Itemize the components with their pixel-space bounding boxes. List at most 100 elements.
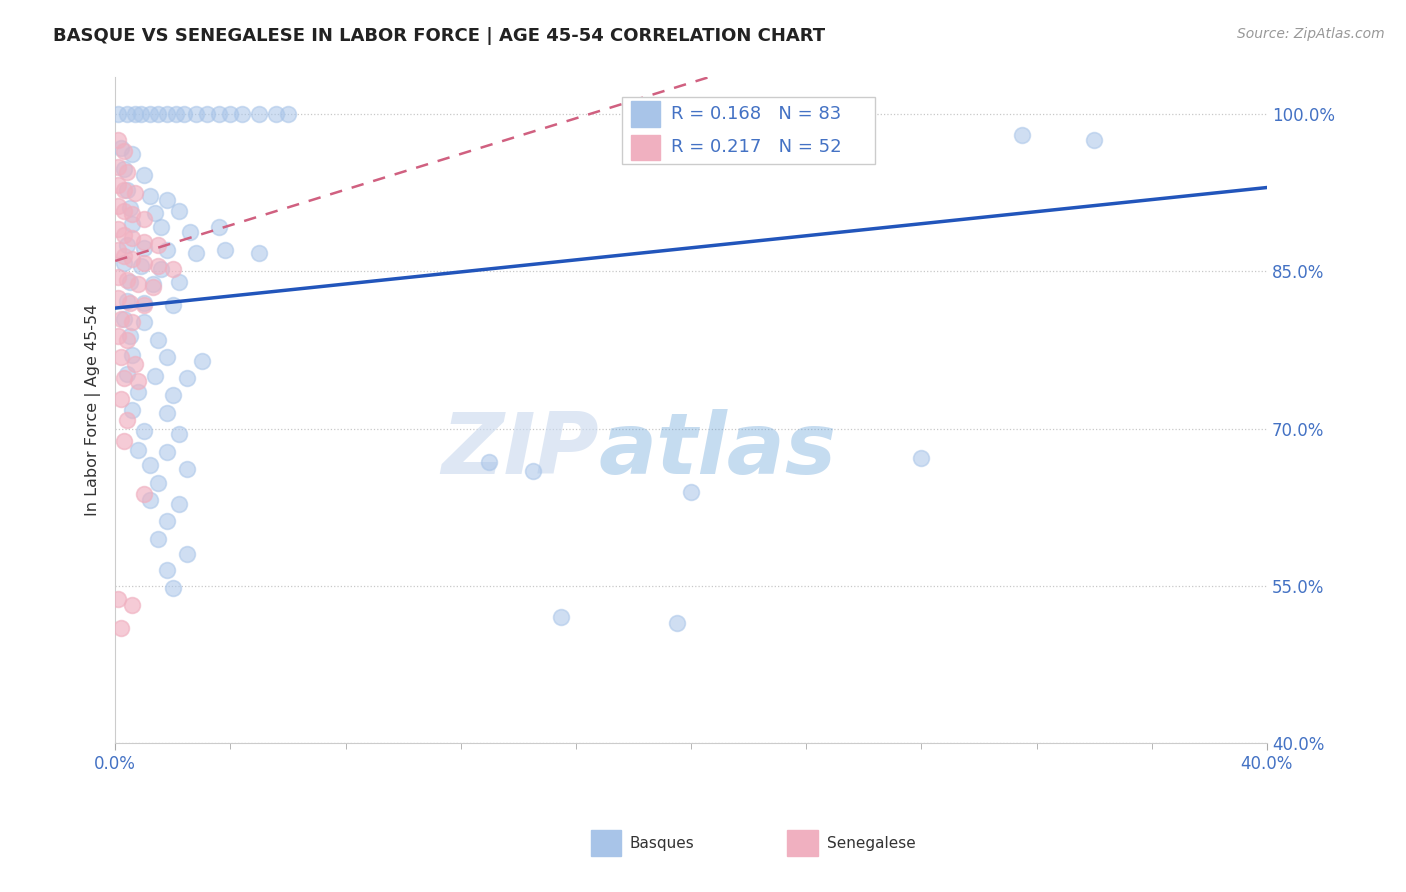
Point (162, 388, 184, 402)
Point (112, 249, 135, 263)
Point (156, 193, 179, 207)
Point (145, 369, 167, 384)
Point (121, 598, 143, 612)
Point (112, 203, 135, 218)
Point (121, 402, 143, 417)
Point (110, 141, 132, 155)
FancyBboxPatch shape (631, 135, 659, 160)
Point (184, 107, 207, 121)
Text: atlas: atlas (599, 409, 837, 491)
Text: ZIP: ZIP (441, 409, 599, 491)
Point (112, 371, 135, 385)
FancyBboxPatch shape (631, 102, 659, 127)
Point (156, 406, 179, 420)
Point (127, 384, 149, 399)
Point (190, 353, 212, 368)
Point (132, 211, 155, 226)
Point (107, 199, 129, 213)
Point (115, 183, 138, 197)
Point (112, 434, 135, 449)
Point (121, 147, 143, 161)
Point (219, 107, 242, 121)
Point (139, 458, 162, 473)
Point (176, 371, 198, 385)
Point (124, 186, 146, 200)
Point (110, 311, 132, 326)
Point (115, 413, 138, 427)
Point (550, 610, 572, 624)
Text: R = 0.168   N = 83: R = 0.168 N = 83 (672, 105, 842, 123)
Point (107, 222, 129, 236)
Point (247, 107, 270, 121)
Point (522, 464, 544, 478)
Point (167, 497, 190, 511)
Point (112, 227, 135, 242)
Point (167, 426, 190, 441)
Point (115, 367, 138, 381)
Point (115, 238, 138, 252)
Point (139, 107, 162, 121)
Point (107, 244, 129, 258)
Point (118, 329, 141, 343)
Point (132, 486, 155, 500)
Point (195, 107, 218, 121)
Point (107, 291, 129, 305)
Point (148, 107, 170, 121)
Point (132, 424, 155, 438)
Point (110, 351, 132, 365)
Point (107, 107, 129, 121)
Point (115, 333, 138, 347)
Point (121, 348, 143, 362)
Point (129, 107, 152, 121)
Point (179, 225, 201, 239)
Point (127, 375, 149, 389)
Point (132, 256, 155, 270)
Point (132, 241, 155, 255)
Point (142, 277, 165, 291)
Point (165, 107, 187, 121)
Point (214, 244, 236, 258)
Y-axis label: In Labor Force | Age 45-54: In Labor Force | Age 45-54 (86, 304, 101, 516)
Point (107, 133, 129, 147)
Point (132, 296, 155, 310)
Point (156, 514, 179, 528)
Point (132, 298, 155, 312)
Point (176, 461, 198, 475)
Point (115, 273, 138, 287)
Point (1083, 133, 1105, 147)
Point (665, 615, 688, 630)
Point (1011, 128, 1033, 142)
Point (162, 298, 184, 312)
Point (121, 217, 143, 231)
Point (156, 351, 179, 365)
Point (112, 144, 135, 158)
FancyBboxPatch shape (621, 97, 876, 164)
Point (156, 563, 179, 577)
Point (150, 220, 173, 235)
Point (112, 183, 135, 197)
Point (107, 178, 129, 193)
Point (118, 296, 141, 310)
FancyBboxPatch shape (591, 830, 621, 856)
Point (132, 315, 155, 329)
Point (124, 357, 146, 371)
Point (127, 442, 149, 457)
Point (124, 107, 146, 121)
Point (121, 252, 143, 266)
Point (139, 492, 162, 507)
Point (121, 315, 143, 329)
Point (162, 262, 184, 277)
Point (148, 259, 170, 273)
Point (110, 392, 132, 407)
Text: R = 0.217   N = 52: R = 0.217 N = 52 (672, 138, 842, 156)
Point (679, 484, 702, 499)
Text: Basques: Basques (630, 837, 695, 851)
FancyBboxPatch shape (787, 830, 818, 856)
Point (118, 202, 141, 216)
Point (112, 256, 135, 270)
Point (107, 160, 129, 174)
Point (145, 205, 167, 219)
Point (247, 245, 270, 260)
Point (176, 548, 198, 562)
Point (107, 269, 129, 284)
